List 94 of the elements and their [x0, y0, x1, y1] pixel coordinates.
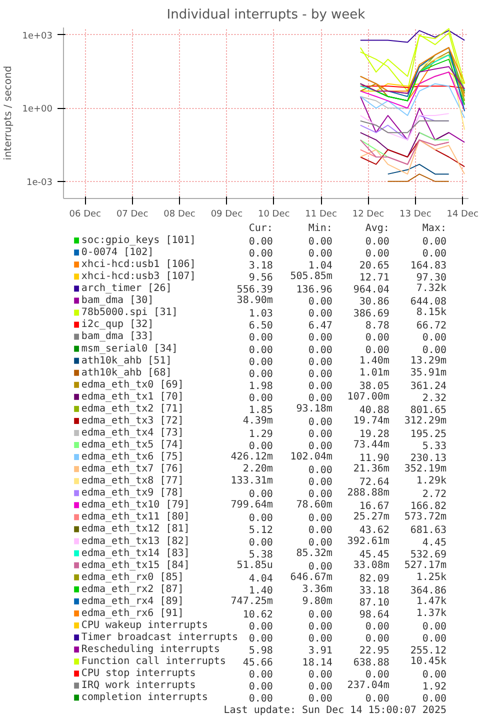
text: 0.00 0.00 73.44m 5.33 — [248, 440, 447, 452]
legend-label: IRQ work interrupts — [81, 680, 196, 692]
legend-label: edma_eth_tx4 [73] — [81, 427, 184, 438]
text: 9.56 505.85m 12.71 97.30 — [248, 271, 447, 284]
text: 4.39m 0.00 19.74m 312.29m — [242, 415, 447, 428]
text: 0.00 0.00 25.27m 573.72m — [248, 512, 447, 524]
legend-label: xhci-hcd:usb3 [107] — [81, 271, 196, 282]
legend-label: 0-0074 [102] — [81, 247, 154, 258]
text: 799.64m 78.60m 16.67 166.82 — [230, 500, 446, 512]
x-tick-label: 14 Dec — [446, 210, 479, 220]
text: 0.00 0.00 237.04m 1.92 — [248, 680, 447, 693]
legend-label: bam_dma [30] — [81, 295, 154, 306]
legend-label: edma_eth_tx2 [71] — [81, 403, 184, 414]
text: 2.20m 0.00 21.36m 352.19m — [242, 464, 447, 476]
legend-label: edma_eth_tx10 [79] — [81, 500, 190, 511]
text: 38.90m 0.00 30.86 644.08 — [236, 295, 446, 308]
legend-label: ath10k_ahb [51] — [81, 355, 172, 366]
text: 1.40 3.36m 33.18 364.86 — [248, 584, 446, 596]
text: 1.85 93.18m 40.88 801.65 — [248, 403, 446, 416]
legend-label: completion interrupts — [81, 692, 208, 704]
legend-label: edma_eth_tx8 [77] — [81, 476, 184, 487]
text: 5.12 0.00 43.62 681.63 — [248, 525, 446, 536]
legend-label: xhci-hcd:usb1 [106] — [81, 259, 196, 270]
text: 133.31m 0.00 72.64 1.29k — [230, 476, 447, 488]
text: 556.39 136.96 964.04 7.32k — [236, 283, 447, 296]
x-tick-label: 11 Dec — [305, 210, 337, 220]
text: 747.25m 9.80m 87.10 1.47k — [230, 596, 447, 608]
text: 5.38 85.32m 45.45 532.69 — [248, 548, 446, 560]
x-tick-label: 08 Dec — [164, 210, 196, 220]
legend-label: edma_eth_tx5 [74] — [81, 440, 184, 451]
legend-label: soc:gpio_keys [101] — [81, 235, 196, 246]
legend-label: msm_serial0 [34] — [81, 343, 178, 354]
text: 0.00 0.00 0.00 0.00 — [248, 694, 447, 705]
text: 45.66 18.14 638.88 10.45k — [242, 656, 446, 669]
legend-label: edma_eth_rx0 [85] — [81, 572, 184, 583]
text: 0.00 0.00 1.40m 13.29m — [248, 355, 446, 368]
text: 1.98 0.00 38.05 361.24 — [248, 380, 446, 392]
legend-label: 78b5000.spi [31] — [81, 307, 178, 318]
x-tick-label: 06 Dec — [69, 210, 102, 220]
legend-label: edma_eth_rx6 [91] — [81, 608, 184, 619]
legend-label: edma_eth_tx14 [83] — [81, 548, 190, 559]
y-tick-label: 1e+00 — [22, 104, 53, 115]
x-tick-label: 10 Dec — [258, 210, 290, 220]
text: 0.00 0.00 0.00 0.00 — [248, 344, 447, 356]
y-axis-title: interrupts / second — [3, 66, 14, 160]
x-tick-label: 09 Dec — [210, 210, 243, 220]
text: 0.00 0.00 0.00 0.00 — [248, 332, 447, 344]
legend-label: edma_eth_rx2 [87] — [81, 584, 184, 595]
legend-label: edma_eth_tx1 [70] — [81, 391, 184, 402]
legend-label: edma_eth_tx3 [72] — [81, 415, 184, 426]
text: 1.29 0.00 19.28 195.25 — [248, 428, 446, 440]
text: 0.00 0.00 0.00 0.00 — [248, 670, 447, 681]
legend-label: i2c_qup [32] — [81, 319, 154, 330]
chart-title: Individual interrupts - by week — [166, 8, 366, 22]
legend-label: arch_timer [26] — [81, 283, 172, 294]
legend-label: Rescheduling interrupts — [81, 644, 220, 656]
legend-label: edma_eth_tx9 [78] — [81, 488, 184, 499]
text: 0.00 0.00 107.00m 2.32 — [248, 391, 447, 404]
x-tick-label: 07 Dec — [116, 210, 148, 220]
text: 0.00 0.00 0.00 0.00 — [248, 248, 447, 260]
text: Cur: Min: Avg: Max: — [248, 223, 447, 234]
legend-label: Timer broadcast interrupts — [81, 632, 238, 643]
text: 0.00 0.00 0.00 0.00 — [248, 621, 447, 632]
y-tick-label: 1e-03 — [26, 178, 53, 188]
legend-label: edma_eth_tx13 [82] — [81, 536, 190, 547]
text: 4.04 646.67m 82.09 1.25k — [248, 572, 447, 584]
legend-label: edma_eth_tx15 [84] — [81, 560, 190, 571]
text: 10.62 0.00 98.64 1.37k — [242, 608, 447, 620]
legend-label: edma_eth_tx0 [69] — [81, 379, 184, 390]
text: 1.03 0.00 386.69 8.15k — [248, 307, 447, 320]
text: 0.00 0.00 0.00 0.00 — [248, 236, 447, 248]
text: 3.18 1.04 20.65 164.83 — [248, 260, 446, 272]
text: 6.50 6.47 8.78 66.72 — [248, 320, 447, 332]
legend-label: edma_eth_rx4 [89] — [81, 596, 184, 607]
legend-label: ath10k_ahb [68] — [81, 367, 172, 378]
legend-label: CPU wakeup interrupts — [81, 620, 208, 631]
text: 0.00 0.00 1.01m 35.91m — [248, 367, 446, 380]
legend-label: bam_dma [33] — [81, 331, 154, 342]
text: 426.12m 102.04m 11.90 230.13 — [230, 452, 446, 464]
x-tick-label: 13 Dec — [400, 210, 432, 220]
text: 0.00 0.00 392.61m 4.45 — [248, 536, 447, 548]
text: 51.85u 0.00 33.08m 527.17m — [236, 560, 447, 572]
legend-label: edma_eth_tx12 [81] — [81, 524, 190, 535]
text: 5.98 3.91 22.95 255.12 — [248, 646, 446, 657]
text: 0.00 0.00 288.88m 2.72 — [248, 488, 447, 500]
legend-label: edma_eth_tx6 [75] — [81, 452, 184, 463]
legend-label: edma_eth_tx11 [80] — [81, 512, 190, 523]
legend-label: Function call interrupts — [81, 656, 226, 668]
legend-label: edma_eth_tx7 [76] — [81, 464, 184, 475]
y-tick-label: 1e+03 — [22, 31, 53, 42]
text: Last update: Sun Dec 14 15:00:07 2025 — [224, 705, 447, 716]
x-tick-label: 12 Dec — [352, 210, 384, 220]
legend-label: CPU stop interrupts — [81, 668, 196, 680]
text: 0.00 0.00 0.00 0.00 — [248, 633, 447, 644]
